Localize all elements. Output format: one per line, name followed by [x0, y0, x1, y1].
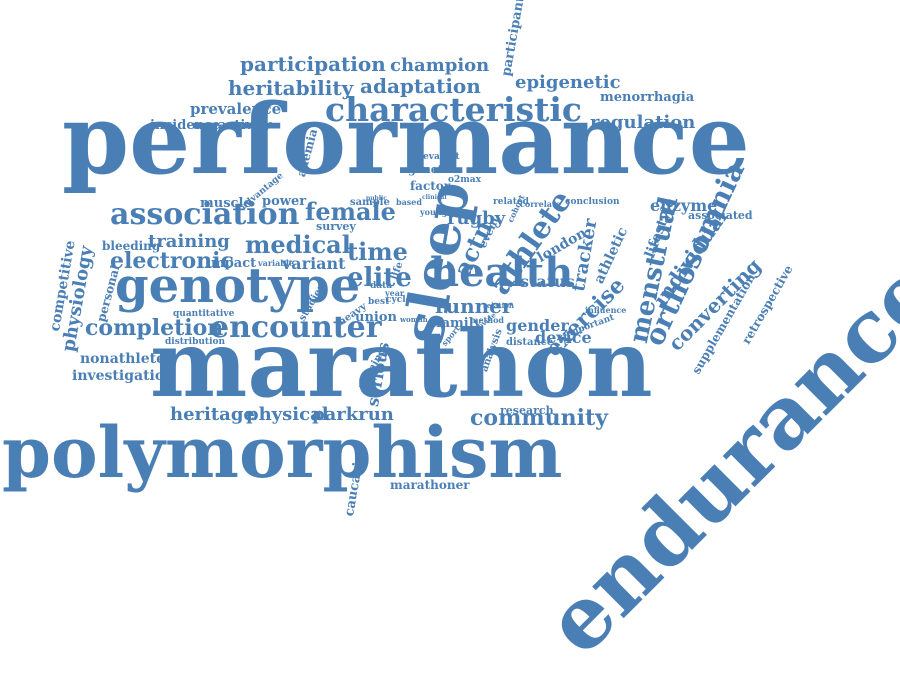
- word-health: health: [430, 249, 574, 296]
- word-conclusion: conclusion: [565, 197, 620, 207]
- word-union: union: [355, 310, 397, 325]
- word-family: family: [436, 316, 482, 331]
- word-adaptation: adaptation: [360, 74, 481, 98]
- word-factor: factor: [410, 179, 451, 193]
- word-nonathlete: nonathlete: [80, 351, 166, 367]
- word-correlate: correlate: [520, 199, 561, 209]
- word-cycle: cycle: [386, 295, 412, 305]
- word-participation: participation: [240, 52, 386, 76]
- word-variable: variable: [258, 258, 294, 268]
- word-participant: participant: [499, 0, 528, 78]
- word-distribution: distribution: [165, 337, 226, 347]
- word-enzyme: enzyme: [650, 196, 718, 215]
- word-woman: woman: [400, 315, 428, 324]
- word-elite: elite: [347, 263, 412, 293]
- word-method: method: [470, 315, 504, 325]
- word-research: research: [500, 404, 554, 417]
- word-gender: gender: [506, 316, 569, 335]
- word-public: public: [366, 195, 387, 202]
- word-muscle: muscle: [200, 196, 252, 211]
- word-quantitative: quantitative: [173, 309, 235, 319]
- word-physical: physical: [246, 404, 329, 425]
- word-clinical: clinical: [422, 194, 447, 201]
- word-rugby: rugby: [447, 208, 506, 229]
- word-prevalence: prevalence: [190, 100, 282, 118]
- word-survey: survey: [316, 220, 356, 233]
- word-best: best: [368, 297, 390, 307]
- word-menorrhagia: menorrhagia: [600, 90, 695, 105]
- word-electronic: electronic: [110, 248, 234, 274]
- word-parkrun: parkrun: [312, 404, 394, 425]
- word-associated: associated: [688, 209, 753, 222]
- word-year: year: [385, 288, 405, 298]
- word-young: young: [420, 207, 448, 217]
- word-genetic: genetic: [408, 163, 454, 176]
- word-female: female: [305, 197, 396, 226]
- word-polymorphism: polymorphism: [2, 411, 563, 494]
- word-encounter: encounter: [210, 310, 382, 345]
- word-impact: impact: [206, 256, 257, 271]
- word-incidence: incidence: [150, 118, 221, 133]
- word-time: time: [347, 237, 408, 266]
- word-activity: activity: [218, 118, 272, 133]
- word-distance: distance: [506, 337, 554, 348]
- word-heritability: heritability: [228, 76, 354, 100]
- word-performance: performance: [62, 83, 750, 196]
- word-related: related: [493, 197, 529, 207]
- word-epigenetic: epigenetic: [515, 72, 621, 93]
- word-community: community: [470, 405, 608, 431]
- word-training: training: [148, 231, 230, 252]
- word-investigation: investigation: [72, 368, 175, 384]
- word-marathon: marathon: [150, 310, 653, 418]
- word-runner: runner: [435, 294, 513, 318]
- word-status: status: [520, 272, 575, 291]
- word-bleeding: bleeding: [102, 239, 161, 253]
- word-genotype: genotype: [115, 258, 361, 314]
- word-prevalent: prevalent: [412, 152, 460, 162]
- word-o2max: o2max: [448, 175, 481, 185]
- word-marathoner: marathoner: [390, 478, 470, 492]
- word-heritage: heritage: [170, 404, 255, 425]
- word-data: data: [370, 281, 393, 291]
- word-relation: relation: [483, 301, 514, 310]
- word-regulation: regulation: [590, 112, 696, 133]
- word-device: device: [535, 328, 592, 347]
- word-completion: completion: [85, 315, 224, 341]
- word-champion: champion: [390, 55, 490, 76]
- word-characteristic: characteristic: [325, 90, 582, 129]
- word-power: power: [262, 194, 307, 209]
- word-medical: medical: [245, 230, 351, 259]
- word-influence: influence: [585, 305, 627, 315]
- word-association: association: [110, 197, 300, 232]
- word-variant: variant: [282, 254, 346, 273]
- word-sample: sample: [350, 197, 390, 208]
- word-based: based: [396, 197, 422, 207]
